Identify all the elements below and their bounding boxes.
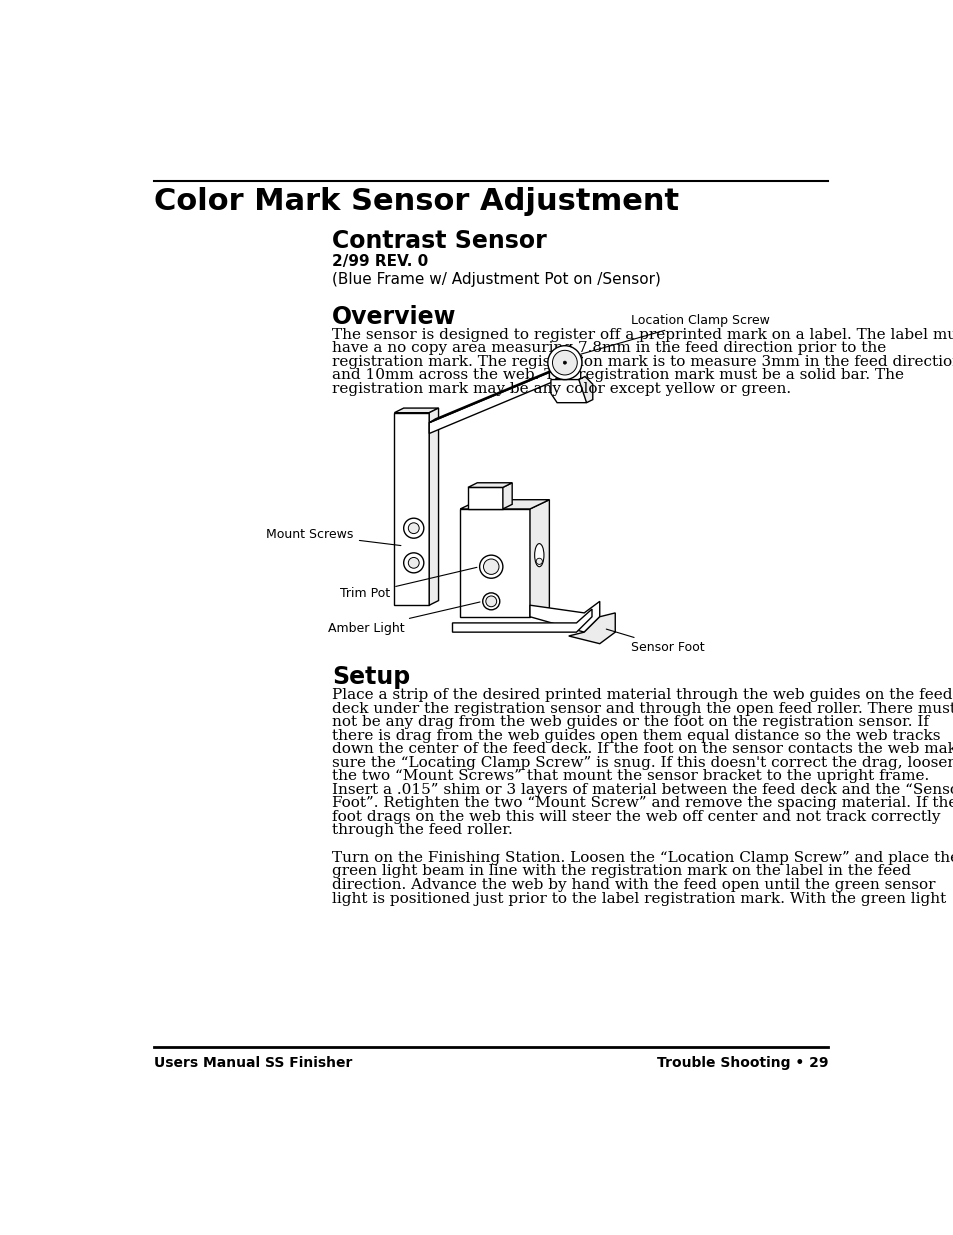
Polygon shape xyxy=(468,483,512,488)
Polygon shape xyxy=(578,377,592,403)
Text: registration mark. The registration mark is to measure 3mm in the feed direction: registration mark. The registration mark… xyxy=(332,354,953,369)
Polygon shape xyxy=(452,609,592,632)
Text: not be any drag from the web guides or the foot on the registration sensor. If: not be any drag from the web guides or t… xyxy=(332,715,928,729)
Text: Setup: Setup xyxy=(332,664,410,689)
Text: Turn on the Finishing Station. Loosen the “Location Clamp Screw” and place the: Turn on the Finishing Station. Loosen th… xyxy=(332,851,953,864)
Circle shape xyxy=(482,593,499,610)
Circle shape xyxy=(547,346,581,379)
Circle shape xyxy=(552,351,577,375)
Polygon shape xyxy=(394,412,429,605)
Ellipse shape xyxy=(534,543,543,567)
Text: (Blue Frame w/ Adjustment Pot on /Sensor): (Blue Frame w/ Adjustment Pot on /Sensor… xyxy=(332,272,660,288)
Text: Insert a .015” shim or 3 layers of material between the feed deck and the “Senso: Insert a .015” shim or 3 layers of mater… xyxy=(332,783,953,797)
Circle shape xyxy=(483,559,498,574)
Polygon shape xyxy=(530,500,549,616)
Circle shape xyxy=(408,522,418,534)
Text: Place a strip of the desired printed material through the web guides on the feed: Place a strip of the desired printed mat… xyxy=(332,688,952,701)
Circle shape xyxy=(536,558,542,564)
Text: Trim Pot: Trim Pot xyxy=(340,567,476,600)
Circle shape xyxy=(408,557,418,568)
Text: Overview: Overview xyxy=(332,305,456,329)
Polygon shape xyxy=(568,613,615,643)
Text: the two “Mount Screws” that mount the sensor bracket to the upright frame.: the two “Mount Screws” that mount the se… xyxy=(332,769,928,783)
Text: Trouble Shooting • 29: Trouble Shooting • 29 xyxy=(657,1056,827,1070)
Polygon shape xyxy=(394,408,438,412)
Polygon shape xyxy=(429,408,438,605)
Polygon shape xyxy=(459,509,530,616)
Text: down the center of the feed deck. If the foot on the sensor contacts the web mak: down the center of the feed deck. If the… xyxy=(332,742,953,756)
Text: direction. Advance the web by hand with the feed open until the green sensor: direction. Advance the web by hand with … xyxy=(332,878,935,892)
Text: light is positioned just prior to the label registration mark. With the green li: light is positioned just prior to the la… xyxy=(332,892,945,905)
Polygon shape xyxy=(468,488,502,509)
Text: foot drags on the web this will steer the web off center and not track correctly: foot drags on the web this will steer th… xyxy=(332,810,940,824)
Text: and 10mm across the web. The registration mark must be a solid bar. The: and 10mm across the web. The registratio… xyxy=(332,368,903,383)
Text: sure the “Locating Clamp Screw” is snug. If this doesn't correct the drag, loose: sure the “Locating Clamp Screw” is snug.… xyxy=(332,756,953,769)
Polygon shape xyxy=(429,357,582,422)
Polygon shape xyxy=(429,361,576,433)
Circle shape xyxy=(479,556,502,578)
Text: registration mark may be any color except yellow or green.: registration mark may be any color excep… xyxy=(332,382,791,396)
Text: green light beam in line with the registration mark on the label in the feed: green light beam in line with the regist… xyxy=(332,864,910,878)
Text: Sensor Foot: Sensor Foot xyxy=(606,629,703,655)
Text: 2/99 REV. 0: 2/99 REV. 0 xyxy=(332,253,428,269)
Circle shape xyxy=(485,597,497,606)
Text: Mount Screws: Mount Screws xyxy=(266,527,400,546)
Polygon shape xyxy=(550,379,586,403)
Text: Amber Light: Amber Light xyxy=(328,601,479,635)
Text: have a no copy area measuring 7.8mm in the feed direction prior to the: have a no copy area measuring 7.8mm in t… xyxy=(332,341,885,356)
Circle shape xyxy=(403,519,423,538)
Circle shape xyxy=(562,361,566,364)
Text: Color Mark Sensor Adjustment: Color Mark Sensor Adjustment xyxy=(154,186,679,216)
Text: The sensor is designed to register off a preprinted mark on a label. The label m: The sensor is designed to register off a… xyxy=(332,327,953,342)
Text: Contrast Sensor: Contrast Sensor xyxy=(332,228,547,253)
Polygon shape xyxy=(459,500,549,509)
Text: Foot”. Retighten the two “Mount Screw” and remove the spacing material. If the: Foot”. Retighten the two “Mount Screw” a… xyxy=(332,797,953,810)
Text: through the feed roller.: through the feed roller. xyxy=(332,824,513,837)
Polygon shape xyxy=(530,601,599,632)
Circle shape xyxy=(403,553,423,573)
Polygon shape xyxy=(502,483,512,509)
Text: Users Manual SS Finisher: Users Manual SS Finisher xyxy=(154,1056,352,1070)
Text: Location Clamp Screw: Location Clamp Screw xyxy=(580,314,769,354)
Text: there is drag from the web guides open them equal distance so the web tracks: there is drag from the web guides open t… xyxy=(332,729,940,742)
Text: deck under the registration sensor and through the open feed roller. There must: deck under the registration sensor and t… xyxy=(332,701,953,715)
